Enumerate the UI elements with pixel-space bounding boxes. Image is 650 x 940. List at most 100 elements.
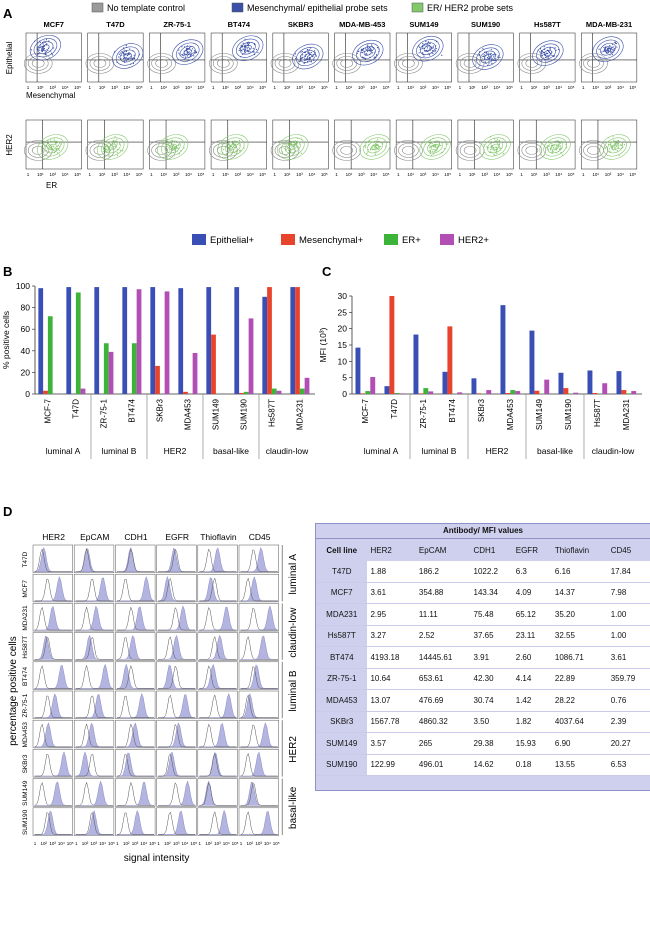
event-dot — [123, 49, 125, 51]
histogram-xtick: 10⁵ — [232, 841, 239, 846]
event-dot — [438, 144, 441, 146]
event-dot — [51, 146, 53, 148]
control-contour — [27, 143, 49, 158]
event-dot — [309, 58, 311, 60]
event-dot — [103, 141, 105, 143]
control-contour — [31, 59, 45, 68]
histogram-cell — [238, 749, 279, 778]
event-dot — [371, 49, 373, 52]
event-dot — [314, 50, 316, 52]
mfi-table-caption: Antibody/ MFI values — [316, 524, 650, 539]
event-dot — [129, 53, 131, 55]
bar-her2 — [428, 391, 434, 394]
event-dot — [485, 51, 487, 54]
event-dot — [493, 150, 495, 152]
event-dot — [550, 54, 552, 56]
histogram-control-line — [116, 606, 155, 631]
event-dot — [313, 59, 315, 62]
event-dot — [483, 54, 485, 56]
histogram-cell — [115, 690, 156, 719]
event-dot — [47, 144, 50, 147]
histogram-cell — [156, 632, 197, 661]
event-dot — [178, 143, 180, 145]
bar-her2 — [164, 291, 170, 394]
event-dot — [39, 41, 41, 43]
flow-x-tick: 1 — [335, 172, 338, 177]
table-cell: 42.30 — [470, 668, 513, 690]
event-dot — [615, 142, 617, 144]
x-tick-label: MDA453 — [506, 398, 515, 430]
table-row-label: MDA231 — [316, 603, 368, 626]
population-contour — [423, 45, 432, 52]
bar-er — [365, 391, 371, 394]
event-dot — [189, 54, 192, 56]
control-contour — [394, 53, 423, 74]
event-dot — [240, 44, 242, 46]
histogram-cell — [238, 690, 279, 719]
population-contour — [41, 44, 50, 51]
event-dot — [549, 47, 551, 49]
population-contour — [427, 140, 443, 154]
event-dot — [613, 139, 615, 141]
event-dot — [539, 48, 542, 50]
event-dot — [482, 48, 484, 50]
event-dot — [300, 51, 302, 53]
histogram-control-line — [116, 547, 155, 572]
event-dot — [618, 154, 620, 157]
event-dot — [55, 149, 58, 151]
histogram-cell — [197, 632, 238, 661]
event-dot — [546, 56, 548, 58]
event-dot — [553, 145, 555, 147]
table-cell: 3.91 — [470, 646, 513, 669]
event-dot — [312, 53, 314, 56]
flow-x-tick: 10¹ — [346, 85, 353, 90]
histogram-control-line — [158, 665, 196, 689]
event-dot — [43, 48, 45, 50]
population-contour — [423, 137, 447, 157]
flow-x-tick: 1 — [212, 85, 215, 90]
event-dot — [358, 50, 360, 52]
histogram-control-line — [116, 637, 155, 660]
cell-line-title: SKBR3 — [288, 20, 313, 29]
population-contour — [367, 140, 383, 154]
event-dot — [364, 48, 367, 50]
control-contour — [402, 146, 415, 155]
event-dot — [548, 142, 550, 144]
event-dot — [427, 44, 429, 46]
event-dot — [48, 40, 50, 42]
y-tick-label: 100 — [16, 281, 30, 291]
histogram-cell — [32, 573, 73, 603]
histogram-control-line — [116, 579, 155, 602]
event-dot — [492, 54, 494, 56]
event-dot — [122, 150, 124, 152]
bar-mesenchymal — [239, 392, 244, 394]
event-dot — [490, 143, 492, 145]
event-dot — [42, 47, 44, 49]
event-dot — [606, 49, 608, 52]
bar-epithelial — [234, 287, 240, 394]
event-dot — [488, 63, 490, 65]
event-dot — [620, 144, 622, 146]
event-dot — [170, 147, 172, 149]
histogram-cell — [197, 807, 238, 836]
flow-x-tick: 10⁵ — [383, 172, 390, 177]
table-row: ZR-75-1 10.64 653.61 42.30 4.14 22.89 359.79 — [316, 668, 650, 690]
event-dot — [432, 153, 434, 155]
event-dot — [432, 52, 434, 55]
population-contour — [112, 43, 144, 69]
event-dot — [49, 147, 52, 149]
event-dot — [366, 153, 368, 155]
histogram-cell — [32, 749, 73, 778]
event-dot — [551, 151, 553, 153]
event-dot — [434, 146, 436, 148]
mfi-table-grid: Cell line HER2 EpCAM CDH1 EGFR Thioflavin CD45… — [316, 539, 650, 776]
table-cell: 1567.78 — [367, 711, 416, 733]
event-dot — [295, 142, 298, 144]
flow-x-tick: 10⁵ — [506, 85, 513, 90]
population-contour — [543, 137, 567, 157]
cell-line-title: ZR-75-1 — [163, 20, 191, 29]
histogram-control-line — [116, 723, 155, 748]
event-dot — [116, 138, 118, 140]
flow-x-tick: 10³ — [605, 172, 612, 177]
table-cell: 14.62 — [470, 754, 513, 776]
